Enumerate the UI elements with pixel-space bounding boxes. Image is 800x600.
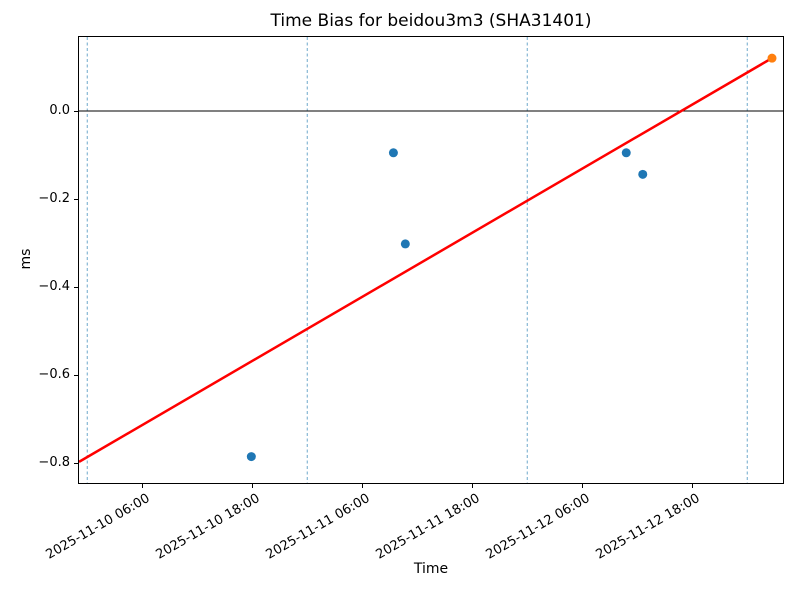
x-tick-label: 2025-11-11 18:00 [373,491,483,563]
x-tick-mark [471,484,473,488]
measured-bias-point [400,239,410,249]
y-tick-label: −0.6 [38,367,70,383]
x-tick-label: 2025-11-10 18:00 [153,491,263,563]
y-tick-mark [74,375,78,377]
y-axis-label: ms [18,248,34,270]
y-tick-label: 0.0 [49,102,70,118]
predicted-bias-point [767,53,777,63]
measured-bias-point [638,169,648,179]
y-tick-label: −0.8 [38,455,70,471]
y-tick-mark [74,199,78,201]
measured-bias-point [621,148,631,158]
plot-canvas [79,37,783,483]
trend-line [79,57,773,463]
measured-bias-point [246,452,256,462]
x-tick-label: 2025-11-10 06:00 [43,491,153,563]
y-tick-mark [74,463,78,465]
plot-area [78,36,784,484]
y-tick-label: −0.4 [38,279,70,295]
x-tick-mark [141,484,143,488]
y-tick-mark [74,110,78,112]
y-tick-mark [74,287,78,289]
x-tick-mark [251,484,253,488]
x-tick-label: 2025-11-12 06:00 [483,491,593,563]
x-axis-label: Time [413,561,449,577]
x-tick-mark [361,484,363,488]
x-tick-mark [691,484,693,488]
x-tick-mark [581,484,583,488]
x-tick-label: 2025-11-12 18:00 [593,491,703,563]
x-tick-label: 2025-11-11 06:00 [263,491,373,563]
y-tick-label: −0.2 [38,191,70,207]
chart-title: Time Bias for beidou3m3 (SHA31401) [270,11,592,31]
measured-bias-point [388,148,398,158]
